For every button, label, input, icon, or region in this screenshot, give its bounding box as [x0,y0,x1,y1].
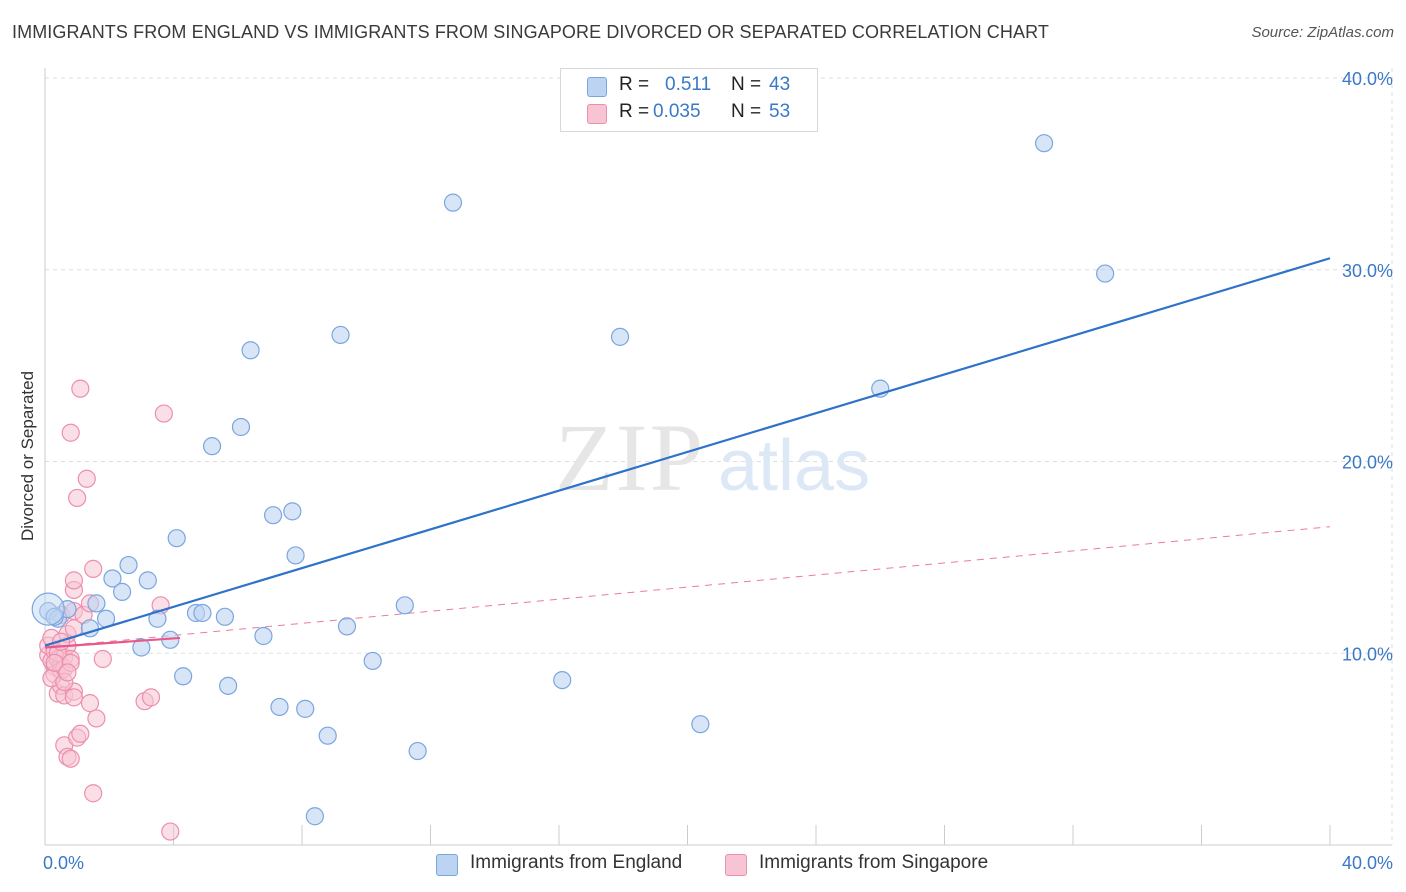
grid-lines [45,68,1393,845]
england-point [119,555,138,575]
legend-swatch-england [587,77,607,97]
england-point [395,596,414,615]
england-point [337,617,357,636]
singapore-point [68,488,87,508]
england-point [610,327,630,346]
england-point [1096,264,1115,283]
england-point [1034,134,1054,153]
chart-title: IMMIGRANTS FROM ENGLAND VS IMMIGRANTS FR… [12,22,1049,42]
singapore-point [58,663,77,682]
singapore-point [141,688,161,707]
england-point [148,609,167,628]
singapore-point [61,423,80,442]
y-axis-label: Divorced or Separated [18,371,37,541]
england-point [286,546,305,565]
legend-n-label: N = [731,74,762,95]
singapore-point [161,822,180,841]
legend-r-value-england: 0.511 [665,74,712,95]
england-point [132,638,151,657]
england-point [174,667,193,686]
england-point [219,676,238,695]
england-point [263,506,283,525]
legend-swatch-england [436,854,458,876]
legend-n-value-singapore: 53 [769,101,791,122]
england-point [103,569,122,588]
y-tick-label: 30.0% [1342,261,1393,281]
singapore-point [71,724,90,743]
correlation-legend: R = 0.511 N = 43 R = 0.035 N = 53 [560,68,818,132]
england-point [296,699,315,718]
england-point [254,626,273,646]
england-points [31,134,1331,826]
legend-r-label: R = [619,101,650,122]
legend-r-label: R = [619,74,650,95]
england-point [283,502,302,521]
england-point [241,341,260,360]
singapore-point [84,784,103,803]
legend-swatch-singapore [725,854,747,876]
singapore-point [64,688,84,707]
legend-label-england: Immigrants from England [470,852,683,873]
england-point [202,437,222,456]
england-point [138,571,157,590]
series-legend: Immigrants from England Immigrants from … [0,852,1406,878]
england-point [305,807,324,826]
x-tick-label: 40.0% [1342,853,1393,873]
singapore-point [80,694,100,713]
england-point [167,529,186,548]
legend-label-singapore: Immigrants from Singapore [759,852,989,873]
singapore-point [84,559,103,578]
england-point [443,193,463,212]
singapore-point [77,469,96,488]
legend-n-value-england: 43 [769,74,791,95]
england-point [408,741,427,761]
source-label: Source: ZipAtlas.com [1251,24,1394,41]
england-point [112,582,132,601]
singapore-point [93,649,112,669]
singapore-point [61,749,80,768]
singapore-point [64,571,84,590]
england-point [215,607,234,626]
england-point [231,417,251,437]
watermark-atlas: atlas [718,426,870,506]
tick-labels: 10.0% 20.0% 30.0% 40.0% 0.0% 40.0% [43,69,1393,873]
england-point-cluster [31,592,65,626]
england-point [87,594,106,613]
england-point [193,603,212,623]
x-tick-label: 0.0% [43,853,84,873]
y-tick-label: 40.0% [1342,69,1393,89]
legend-r-value-singapore: 0.035 [653,101,701,122]
england-point [331,325,350,345]
singapore-trend-solid [44,636,181,649]
singapore-point [154,404,173,423]
england-point [691,715,710,734]
singapore-points [39,379,180,841]
y-tick-label: 20.0% [1342,453,1393,473]
legend-n-label: N = [731,101,762,122]
england-trend-line [44,257,1331,647]
watermark: ZIP atlas [555,404,870,511]
england-point [270,697,289,717]
singapore-point [71,379,90,398]
y-tick-label: 10.0% [1342,644,1393,664]
england-point [553,670,572,690]
england-point [363,651,382,671]
england-point [318,726,337,745]
legend-swatch-singapore [587,104,607,124]
watermark-zip: ZIP [555,404,705,511]
singapore-point [87,709,106,728]
